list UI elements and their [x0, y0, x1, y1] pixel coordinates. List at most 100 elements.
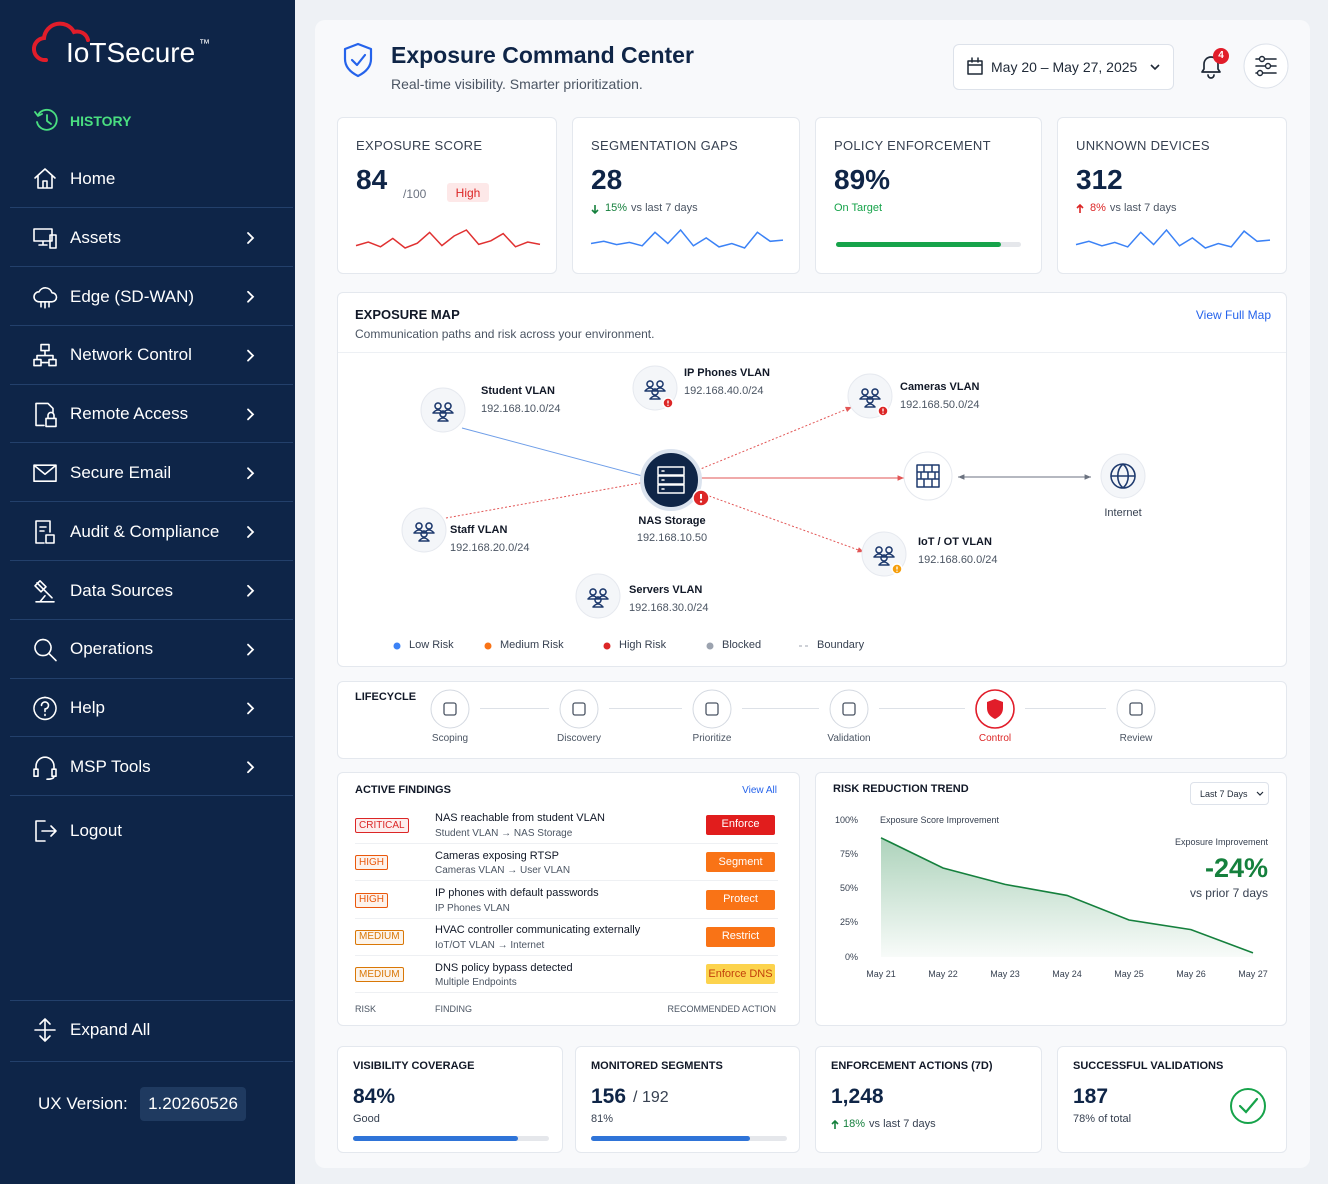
summary-value: 1,248 [831, 1085, 884, 1109]
view-full-map[interactable]: View Full Map [1195, 307, 1271, 322]
notification-badge [1213, 48, 1229, 64]
menu-item[interactable]: Operations [70, 639, 154, 659]
node-name: NAS Storage [638, 515, 706, 528]
action-label[interactable]: Enforce DNS [708, 967, 773, 980]
step-label[interactable]: Review [1119, 733, 1153, 744]
expand-icon [34, 1018, 56, 1042]
menu-item[interactable]: Remote Access [70, 404, 189, 424]
finding-title: NAS reachable from student VLAN [435, 812, 605, 825]
menu-icon [33, 464, 57, 483]
step-label[interactable]: Prioritize [692, 733, 732, 744]
action-label[interactable]: Enforce [721, 818, 760, 831]
risk-badge [355, 855, 388, 871]
action-button[interactable] [706, 926, 775, 947]
menu-item[interactable]: Edge (SD-WAN) [70, 286, 195, 306]
action-button[interactable] [706, 815, 775, 835]
change-arrow [591, 205, 599, 215]
node-name: Servers VLAN [629, 584, 703, 597]
legend-dot [706, 642, 714, 650]
y-tick-label: 0% [844, 951, 858, 962]
legend-label: Medium Risk [500, 639, 564, 652]
firewall-icon [916, 464, 940, 488]
action-label[interactable]: Segment [718, 855, 763, 868]
summary-total: / 192 [633, 1089, 669, 1107]
step-label[interactable]: Validation [827, 733, 871, 744]
alert-dot [667, 404, 669, 406]
step-icon [1129, 702, 1143, 716]
kpi-change-text: vs last 7 days [1109, 202, 1177, 215]
kpi-card [1057, 117, 1287, 274]
logout[interactable]: Logout [70, 820, 122, 840]
step-label[interactable]: Discovery [557, 733, 601, 744]
menu-arrow [247, 408, 255, 421]
menu-item[interactable]: Assets [70, 227, 122, 247]
risk-badge-text: High [455, 185, 481, 200]
y-tick-label: 25% [839, 917, 858, 928]
finding-path: Multiple Endpoints [435, 977, 517, 989]
summary-label: MONITORED SEGMENTS [591, 1060, 723, 1073]
menu-arrow [247, 290, 255, 303]
risk-label: MEDIUM [359, 931, 400, 943]
x-tick-label: May 22 [928, 968, 958, 979]
step-connector [1025, 708, 1106, 709]
bell-icon [1201, 56, 1221, 79]
sparkline [355, 229, 541, 249]
step-label[interactable]: Scoping [431, 733, 469, 744]
menu-item[interactable]: Home [70, 168, 116, 188]
legend-label: Low Risk [409, 639, 454, 652]
menu-divider [10, 266, 293, 267]
date-picker[interactable] [953, 44, 1174, 90]
divider [338, 352, 1286, 353]
action-button[interactable] [706, 889, 775, 910]
alert-dot [699, 500, 703, 503]
server-icon [657, 466, 685, 494]
menu-arrow [247, 584, 255, 597]
menu-item[interactable]: Help [70, 698, 105, 718]
finding-path: IoT/OT VLAN → Internet [435, 939, 545, 951]
step-circle [829, 689, 869, 729]
calendar-icon [967, 57, 983, 75]
expand-all[interactable]: Expand All [70, 1019, 151, 1039]
finding-title: HVAC controller communicating externally [435, 924, 641, 937]
menu-icon [33, 287, 58, 309]
action-label[interactable]: Protect [723, 893, 758, 905]
menu-item[interactable]: Secure Email [70, 463, 172, 482]
edge-high [697, 491, 865, 553]
history-label[interactable]: HISTORY [70, 112, 132, 129]
date-range[interactable]: May 20 – May 27, 2025 [991, 58, 1138, 75]
annotation-note: vs prior 7 days [1189, 885, 1268, 900]
summary-card [575, 1046, 800, 1153]
row-divider [355, 954, 778, 956]
section-title: LIFECYCLE [355, 691, 417, 704]
section-subtitle: Communication paths and risk across your… [355, 326, 655, 341]
menu-item[interactable]: MSP Tools [70, 757, 151, 776]
menu-item[interactable]: Audit & Compliance [70, 521, 220, 541]
node-subnet: 192.168.10.50 [636, 532, 708, 545]
summary-label: VISIBILITY COVERAGE [353, 1060, 475, 1073]
dropdown-caret [1150, 64, 1160, 71]
step-circle [1116, 689, 1156, 729]
finding-title: Cameras exposing RTSP [435, 849, 559, 862]
menu-divider [10, 560, 293, 561]
range-dropdown[interactable] [1190, 782, 1269, 805]
divider [10, 1000, 293, 1001]
action-button[interactable] [706, 964, 775, 985]
nas-node [640, 449, 702, 511]
action-button[interactable] [706, 852, 775, 873]
row-divider [355, 880, 778, 882]
alert-dot [896, 570, 898, 572]
action-label[interactable]: Restrict [721, 930, 760, 943]
group-icon [859, 388, 881, 408]
view-all[interactable]: View All [742, 785, 777, 796]
menu-item[interactable]: Network Control [70, 345, 192, 365]
dropdown-caret [1256, 791, 1264, 796]
menu-arrow [247, 349, 255, 362]
step-icon [572, 702, 586, 716]
finding-title: DNS policy bypass detected [435, 961, 573, 974]
range-label[interactable]: Last 7 Days [1200, 788, 1248, 799]
menu-item[interactable]: Data Sources [70, 580, 173, 600]
filter-knob [1256, 69, 1264, 77]
step-label[interactable]: Control [978, 733, 1012, 744]
